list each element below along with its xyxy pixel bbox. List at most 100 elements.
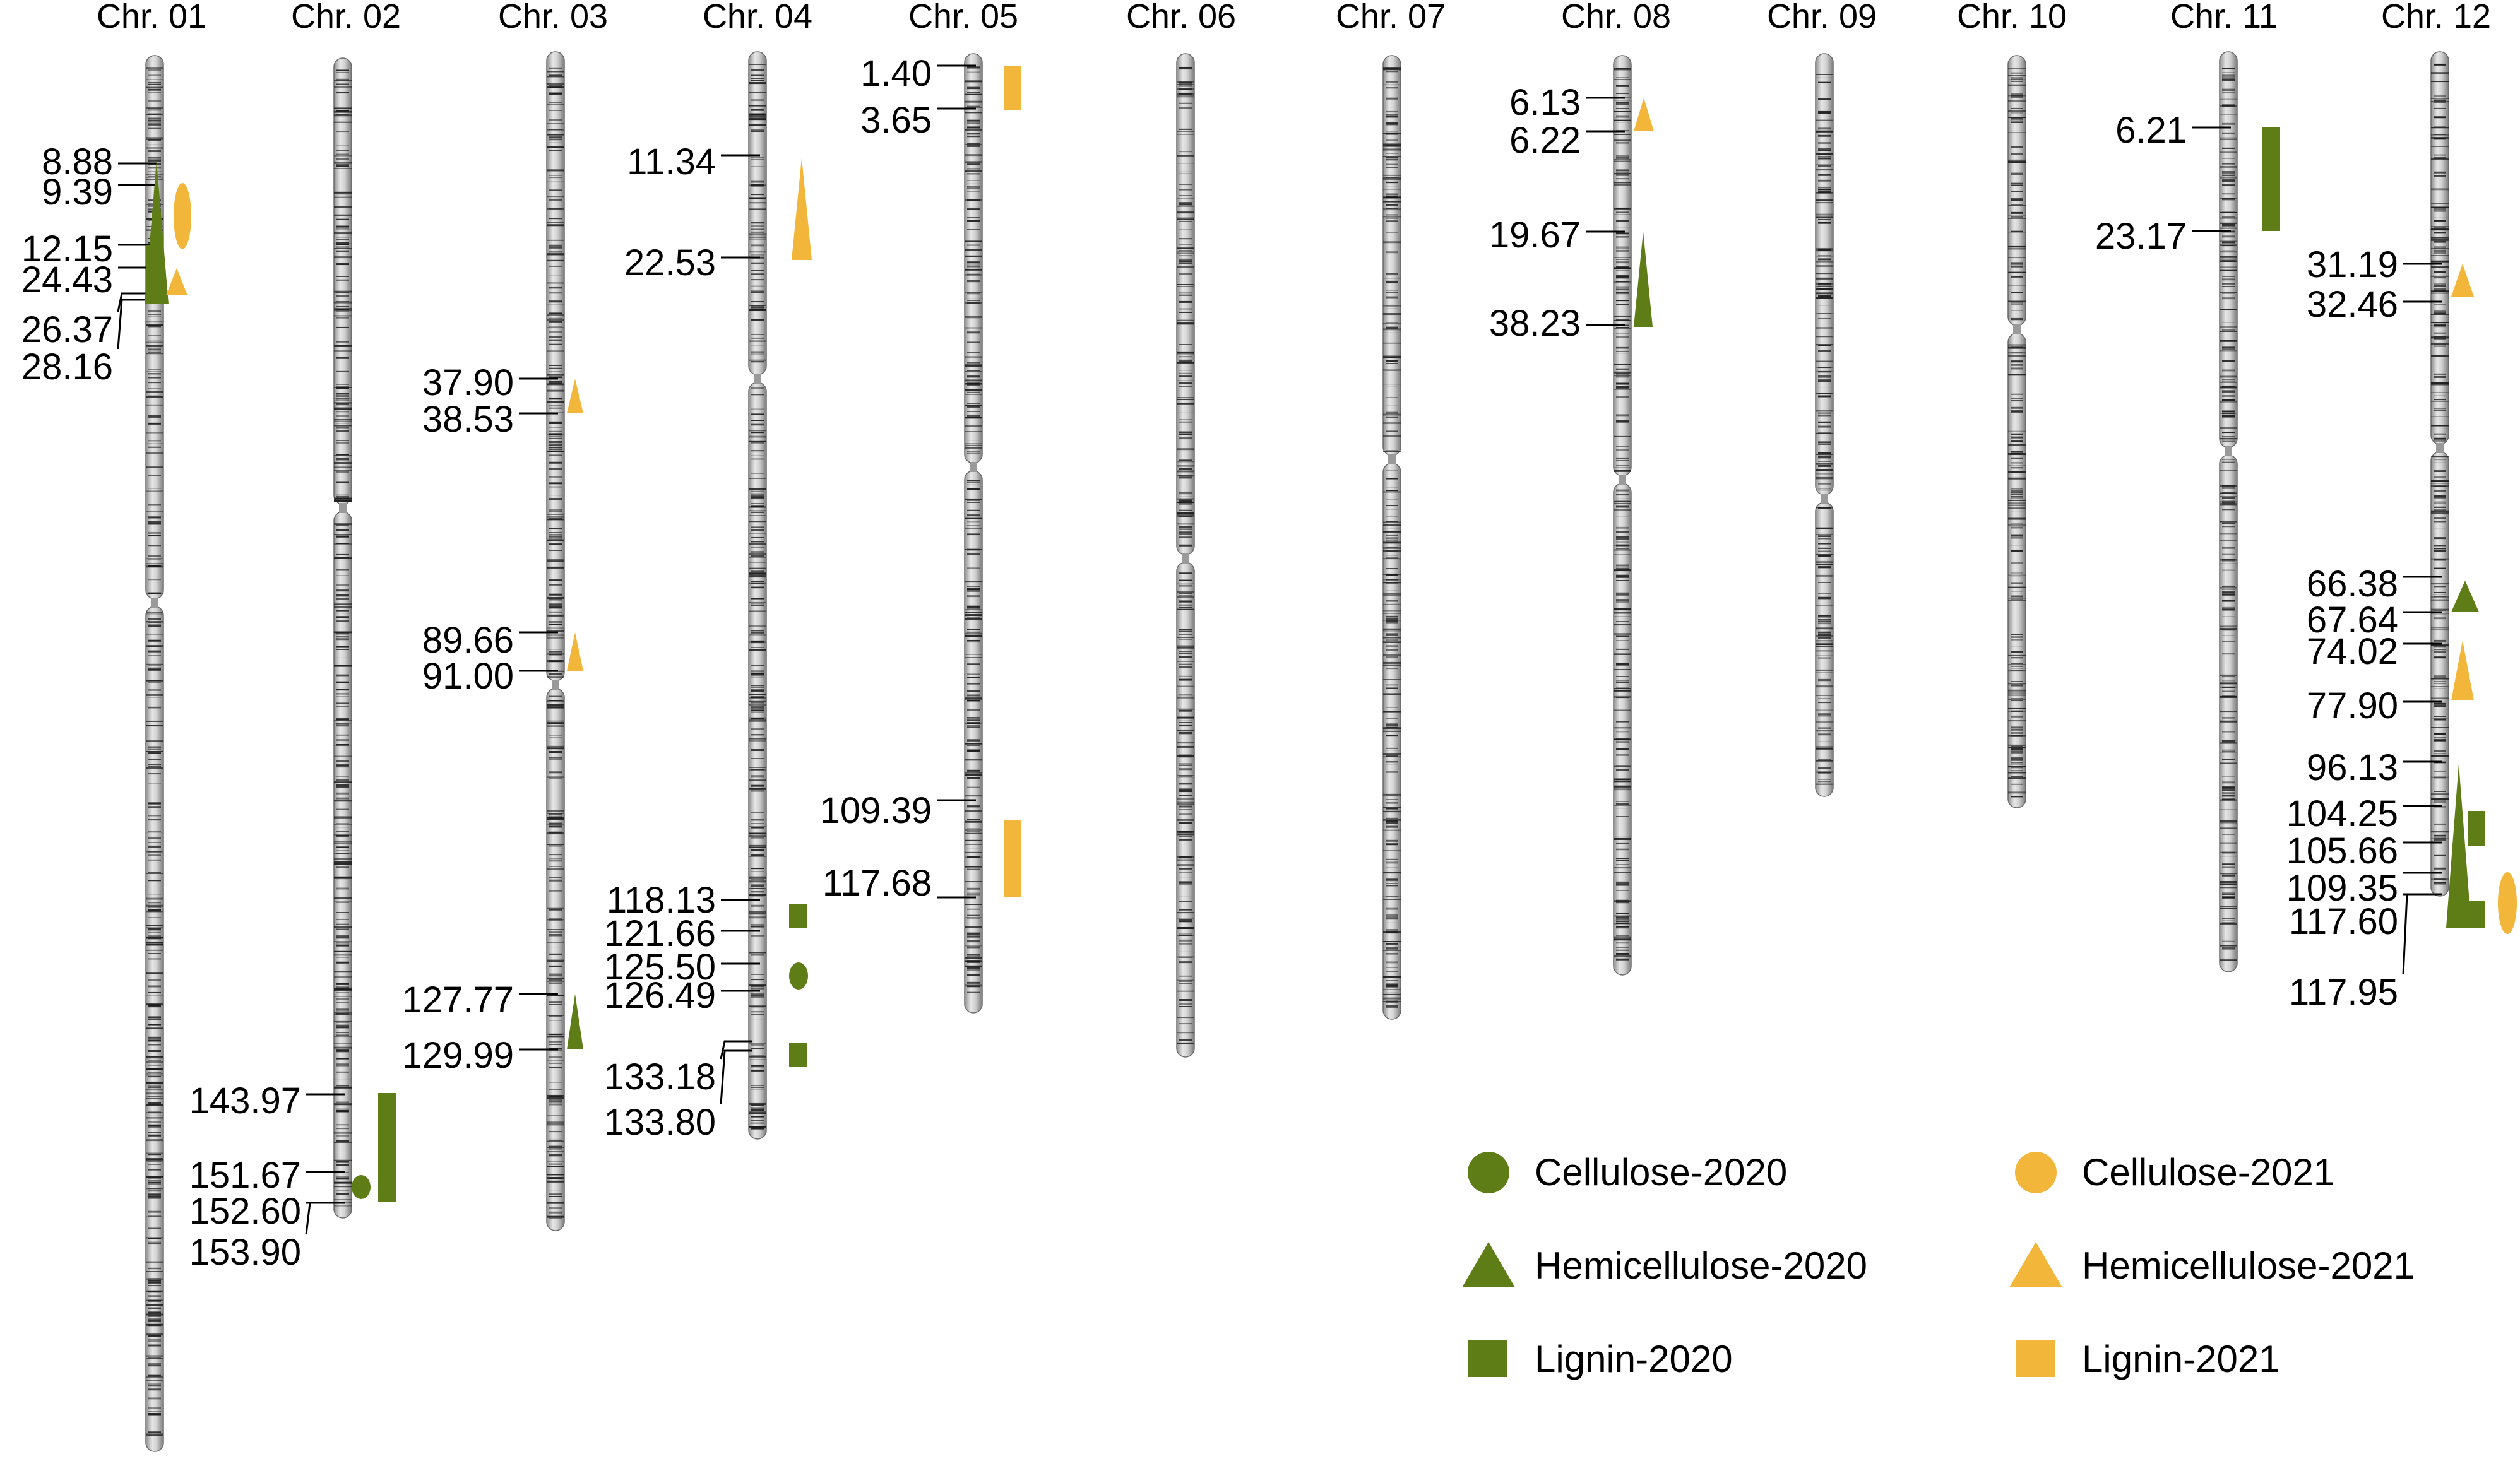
position-labels-chr-5: 1.40 3.65 109.39 117.68 (820, 53, 976, 904)
position-label: 74.02 (2307, 631, 2398, 672)
chromosome-arm-upper (1382, 55, 1401, 456)
position-leader (720, 1049, 752, 1105)
chromosome-title: Chr. 02 (291, 0, 401, 35)
position-label: 26.37 (21, 309, 113, 350)
position-label: 117.68 (823, 863, 932, 904)
position-label: 19.67 (1489, 215, 1581, 256)
position-label: 151.67 (189, 1155, 301, 1196)
chromosome-title: Chr. 04 (703, 0, 812, 35)
position-leader (117, 299, 150, 350)
chromosome-title: Chr. 01 (97, 0, 206, 35)
position-label: 3.65 (860, 100, 932, 141)
qtl-hemicellulose-2020 (2451, 581, 2479, 612)
legend-swatch-triangle (2009, 1242, 2062, 1287)
legend-swatch-triangle (1462, 1242, 1515, 1287)
qtl-lignin-2021 (1004, 820, 1021, 897)
chromosome-7: Chr. 07 (1336, 0, 1446, 1020)
legend-swatch-circle (2015, 1152, 2057, 1193)
chromosome-bands (547, 67, 564, 1219)
chromosomes-layer: Chr. 01 Chr. 02 Chr. 03 Chr. 04 Chr. 05 Chr. … (97, 0, 2491, 1452)
legend-label: Cellulose-2020 (1535, 1151, 1787, 1193)
position-label: 12.15 (21, 228, 113, 269)
qtl-lignin-2020 (789, 1043, 807, 1067)
chromosome-bands (334, 69, 352, 1207)
chromosome-bands (1614, 68, 1631, 961)
chromosome-bands (2220, 68, 2237, 961)
position-label: 118.13 (607, 880, 716, 921)
centromere (339, 503, 347, 513)
position-label: 105.66 (2286, 831, 2398, 872)
qtl-hemicellulose-2021 (2451, 264, 2474, 297)
position-label: 125.50 (604, 947, 716, 988)
centromere (1388, 454, 1396, 464)
legend-label: Lignin-2020 (1535, 1338, 1733, 1380)
centromere (970, 462, 977, 472)
qtl-hemicellulose-2021 (166, 268, 187, 295)
chromosome-arm-lower (1815, 502, 1834, 797)
position-label: 133.80 (604, 1102, 716, 1143)
chromosome-title: Chr. 09 (1767, 0, 1877, 35)
position-label: 91.00 (422, 656, 514, 697)
qtl-cellulose-2021 (2498, 872, 2517, 934)
position-label: 37.90 (422, 362, 514, 403)
chromosome-arm-lower (964, 470, 983, 1014)
chromosome-title: Chr. 06 (1126, 0, 1236, 35)
legend-item-hemicellulose-2020: Hemicellulose-2020 (1462, 1242, 1867, 1287)
position-label: 121.66 (604, 913, 716, 954)
qtl-cellulose-2020 (352, 1175, 371, 1199)
chromosome-title: Chr. 08 (1561, 0, 1671, 35)
position-label: 89.66 (422, 620, 514, 661)
position-label: 66.38 (2307, 564, 2398, 605)
qtl-lignin-2020 (2262, 127, 2280, 231)
position-label: 24.43 (21, 259, 113, 300)
position-label: 38.23 (1489, 303, 1581, 344)
legend-label: Hemicellulose-2021 (2082, 1244, 2415, 1287)
legend-item-lignin-2021: Lignin-2021 (2016, 1338, 2280, 1380)
position-label: 1.40 (860, 53, 932, 94)
qtl-hemicellulose-2020 (1634, 232, 1653, 327)
position-label: 9.39 (42, 172, 113, 213)
chromosome-5: Chr. 05 (908, 0, 1018, 1014)
legend-item-cellulose-2020: Cellulose-2020 (1468, 1151, 1787, 1193)
position-labels-chr-8: 6.136.22 19.67 38.23 (1489, 82, 1625, 344)
qtl-hemicellulose-2020 (567, 994, 583, 1049)
qtl-hemicellulose-2021 (567, 632, 583, 671)
centromere (552, 680, 559, 690)
chromosome-bands (749, 64, 766, 1130)
legend-swatch-square (1468, 1340, 1507, 1377)
chromosome-6: Chr. 06 (1126, 0, 1236, 1058)
chromosome-title: Chr. 11 (2170, 0, 2278, 35)
centromere (1182, 553, 1189, 564)
legend-swatch-circle (1468, 1152, 1509, 1193)
position-label: 22.53 (624, 242, 716, 283)
chromosome-8: Chr. 08 (1561, 0, 1671, 976)
centromere (2013, 324, 2021, 334)
position-label: 77.90 (2307, 685, 2398, 726)
position-labels-chr-11: 6.21 23.17 (2095, 110, 2231, 257)
position-label: 109.35 (2286, 868, 2398, 909)
chromosome-11: Chr. 11 (2170, 0, 2278, 972)
position-label: 109.39 (820, 790, 932, 831)
legend-label: Lignin-2021 (2082, 1338, 2280, 1380)
position-label: 6.22 (1509, 120, 1581, 161)
legend-item-lignin-2020: Lignin-2020 (1468, 1338, 1733, 1380)
position-label: 28.16 (21, 346, 113, 387)
qtl-cellulose-2021 (174, 183, 191, 249)
centromere (2436, 443, 2444, 453)
centromere (1619, 475, 1626, 485)
centromere (1821, 494, 1828, 504)
qtl-lignin-2021 (1004, 66, 1021, 110)
chromosome-title: Chr. 07 (1336, 0, 1446, 35)
position-label: 117.60 (2289, 901, 2398, 942)
chromosome-title: Chr. 03 (498, 0, 608, 35)
chromosome-bands (1816, 74, 1833, 785)
qtl-lignin-2020 (146, 245, 160, 303)
position-label: 38.53 (422, 399, 514, 440)
position-label: 67.64 (2307, 600, 2398, 641)
position-leader (305, 1202, 338, 1235)
